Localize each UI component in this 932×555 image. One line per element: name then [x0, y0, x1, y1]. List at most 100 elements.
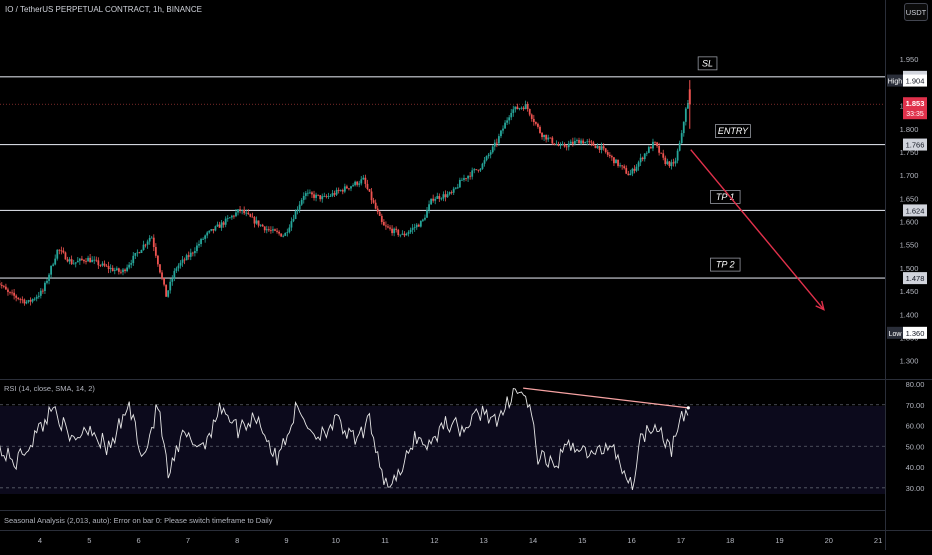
candle-body — [674, 160, 677, 164]
candle-body — [214, 226, 217, 231]
candle-body — [397, 229, 400, 236]
level-lines[interactable] — [0, 76, 885, 279]
candle-body — [62, 250, 65, 253]
candle-body — [191, 252, 194, 254]
candle-body — [173, 270, 176, 279]
candle-body — [44, 282, 46, 292]
arrow-shaft[interactable] — [690, 149, 825, 311]
candlestick-series — [0, 80, 691, 306]
candle-body — [368, 189, 371, 192]
candle-body — [520, 107, 523, 109]
level-tag-tp-2[interactable]: TP 2 — [716, 260, 735, 270]
candle-body — [389, 227, 391, 229]
level-tag-tp-1[interactable]: TP 1 — [716, 192, 735, 202]
candle-body — [68, 259, 71, 262]
candle-body — [639, 157, 642, 163]
time-axis[interactable]: 4 5 6 7 8 9 10 11 12 13 14 15 16 17 18 19 20 21 — [38, 536, 882, 545]
candle-body — [204, 235, 207, 239]
candle-body — [267, 229, 270, 231]
candle-body — [81, 258, 83, 260]
candle-body — [684, 108, 687, 122]
price-tick-label: 1.550 — [900, 241, 919, 250]
candle-body — [399, 234, 402, 236]
rsi-tick-label: 80.00 — [906, 380, 925, 389]
candle-body — [522, 107, 525, 110]
candle-body — [467, 175, 469, 179]
candle-body — [292, 219, 295, 222]
candle-body — [339, 190, 342, 191]
candle-body — [528, 109, 531, 115]
projection-arrow[interactable] — [690, 149, 825, 311]
candle-body — [345, 186, 348, 189]
level-price-tag[interactable] — [903, 272, 927, 285]
candle-body — [70, 259, 73, 264]
candle-body — [157, 255, 159, 265]
candle-body — [315, 194, 317, 198]
candle-body — [676, 150, 679, 161]
candle-body — [450, 192, 453, 193]
candle-body — [333, 193, 336, 195]
level-price-tag[interactable] — [903, 204, 927, 217]
current-price-tag[interactable] — [903, 97, 927, 120]
candle-body — [309, 192, 311, 194]
candle-body — [11, 292, 13, 294]
price-tick-label: 1.500 — [900, 264, 919, 273]
low-label-tag — [887, 326, 903, 339]
bar-countdown: 33:35 — [906, 111, 924, 118]
level-tag-sl[interactable]: SL — [702, 58, 713, 68]
level-price-tag[interactable] — [903, 138, 927, 151]
candle-body — [576, 140, 578, 141]
candle-body — [504, 122, 506, 129]
candle-body — [290, 221, 293, 228]
currency-button[interactable]: USDT — [904, 3, 928, 21]
rsi-divergence-line[interactable] — [523, 387, 689, 409]
candle-body — [144, 244, 147, 246]
candle-body — [284, 232, 287, 236]
candle-body — [421, 219, 424, 221]
candle-body — [623, 166, 626, 169]
candle-body — [21, 299, 24, 301]
rsi-axis[interactable]: 80.00 70.00 60.00 50.00 40.00 30.00 — [906, 380, 925, 493]
rsi-indicator-label[interactable]: RSI (14, close, SMA, 14, 2) — [4, 384, 95, 393]
candle-body — [567, 143, 570, 148]
candle-body — [282, 235, 285, 237]
rsi-tick-label: 60.00 — [906, 422, 925, 431]
time-tick-label: 7 — [186, 536, 190, 545]
candle-body — [97, 260, 100, 266]
candle-body — [272, 229, 274, 231]
candle-body — [475, 169, 478, 171]
candle-body — [48, 274, 50, 281]
arrow-head[interactable] — [815, 300, 825, 311]
candle-body — [434, 198, 437, 201]
candle-body — [313, 194, 315, 198]
rsi-tick-label: 50.00 — [906, 442, 925, 451]
candle-body — [337, 189, 340, 191]
candle-body — [107, 265, 110, 269]
level-tag-box[interactable] — [710, 257, 741, 272]
candle-body — [202, 238, 205, 240]
candle-body — [183, 259, 186, 261]
candle-body — [424, 217, 426, 220]
candle-body — [598, 146, 601, 150]
price-axis[interactable]: 1.9501.9001.8501.8001.7501.7001.6501.600… — [0, 55, 927, 366]
candle-body — [222, 222, 225, 225]
price-pane[interactable] — [0, 0, 885, 379]
price-tick-label: 1.450 — [900, 287, 919, 296]
candle-body — [89, 257, 92, 263]
candle-body — [600, 146, 603, 150]
level-tag-box[interactable] — [715, 124, 751, 138]
candle-body — [419, 220, 422, 227]
candle-body — [159, 264, 161, 273]
candle-body — [224, 218, 227, 225]
candle-body — [253, 217, 256, 224]
level-tag-entry[interactable]: ENTRY — [718, 126, 749, 136]
level-tag-box[interactable] — [697, 56, 718, 71]
candle-body — [592, 142, 595, 146]
candle-body — [409, 229, 412, 233]
candle-body — [311, 192, 313, 195]
candle-body — [458, 179, 461, 188]
candle-body — [565, 146, 568, 148]
level-tags[interactable]: SL ENTRY TP 1 TP 2 — [697, 56, 751, 272]
